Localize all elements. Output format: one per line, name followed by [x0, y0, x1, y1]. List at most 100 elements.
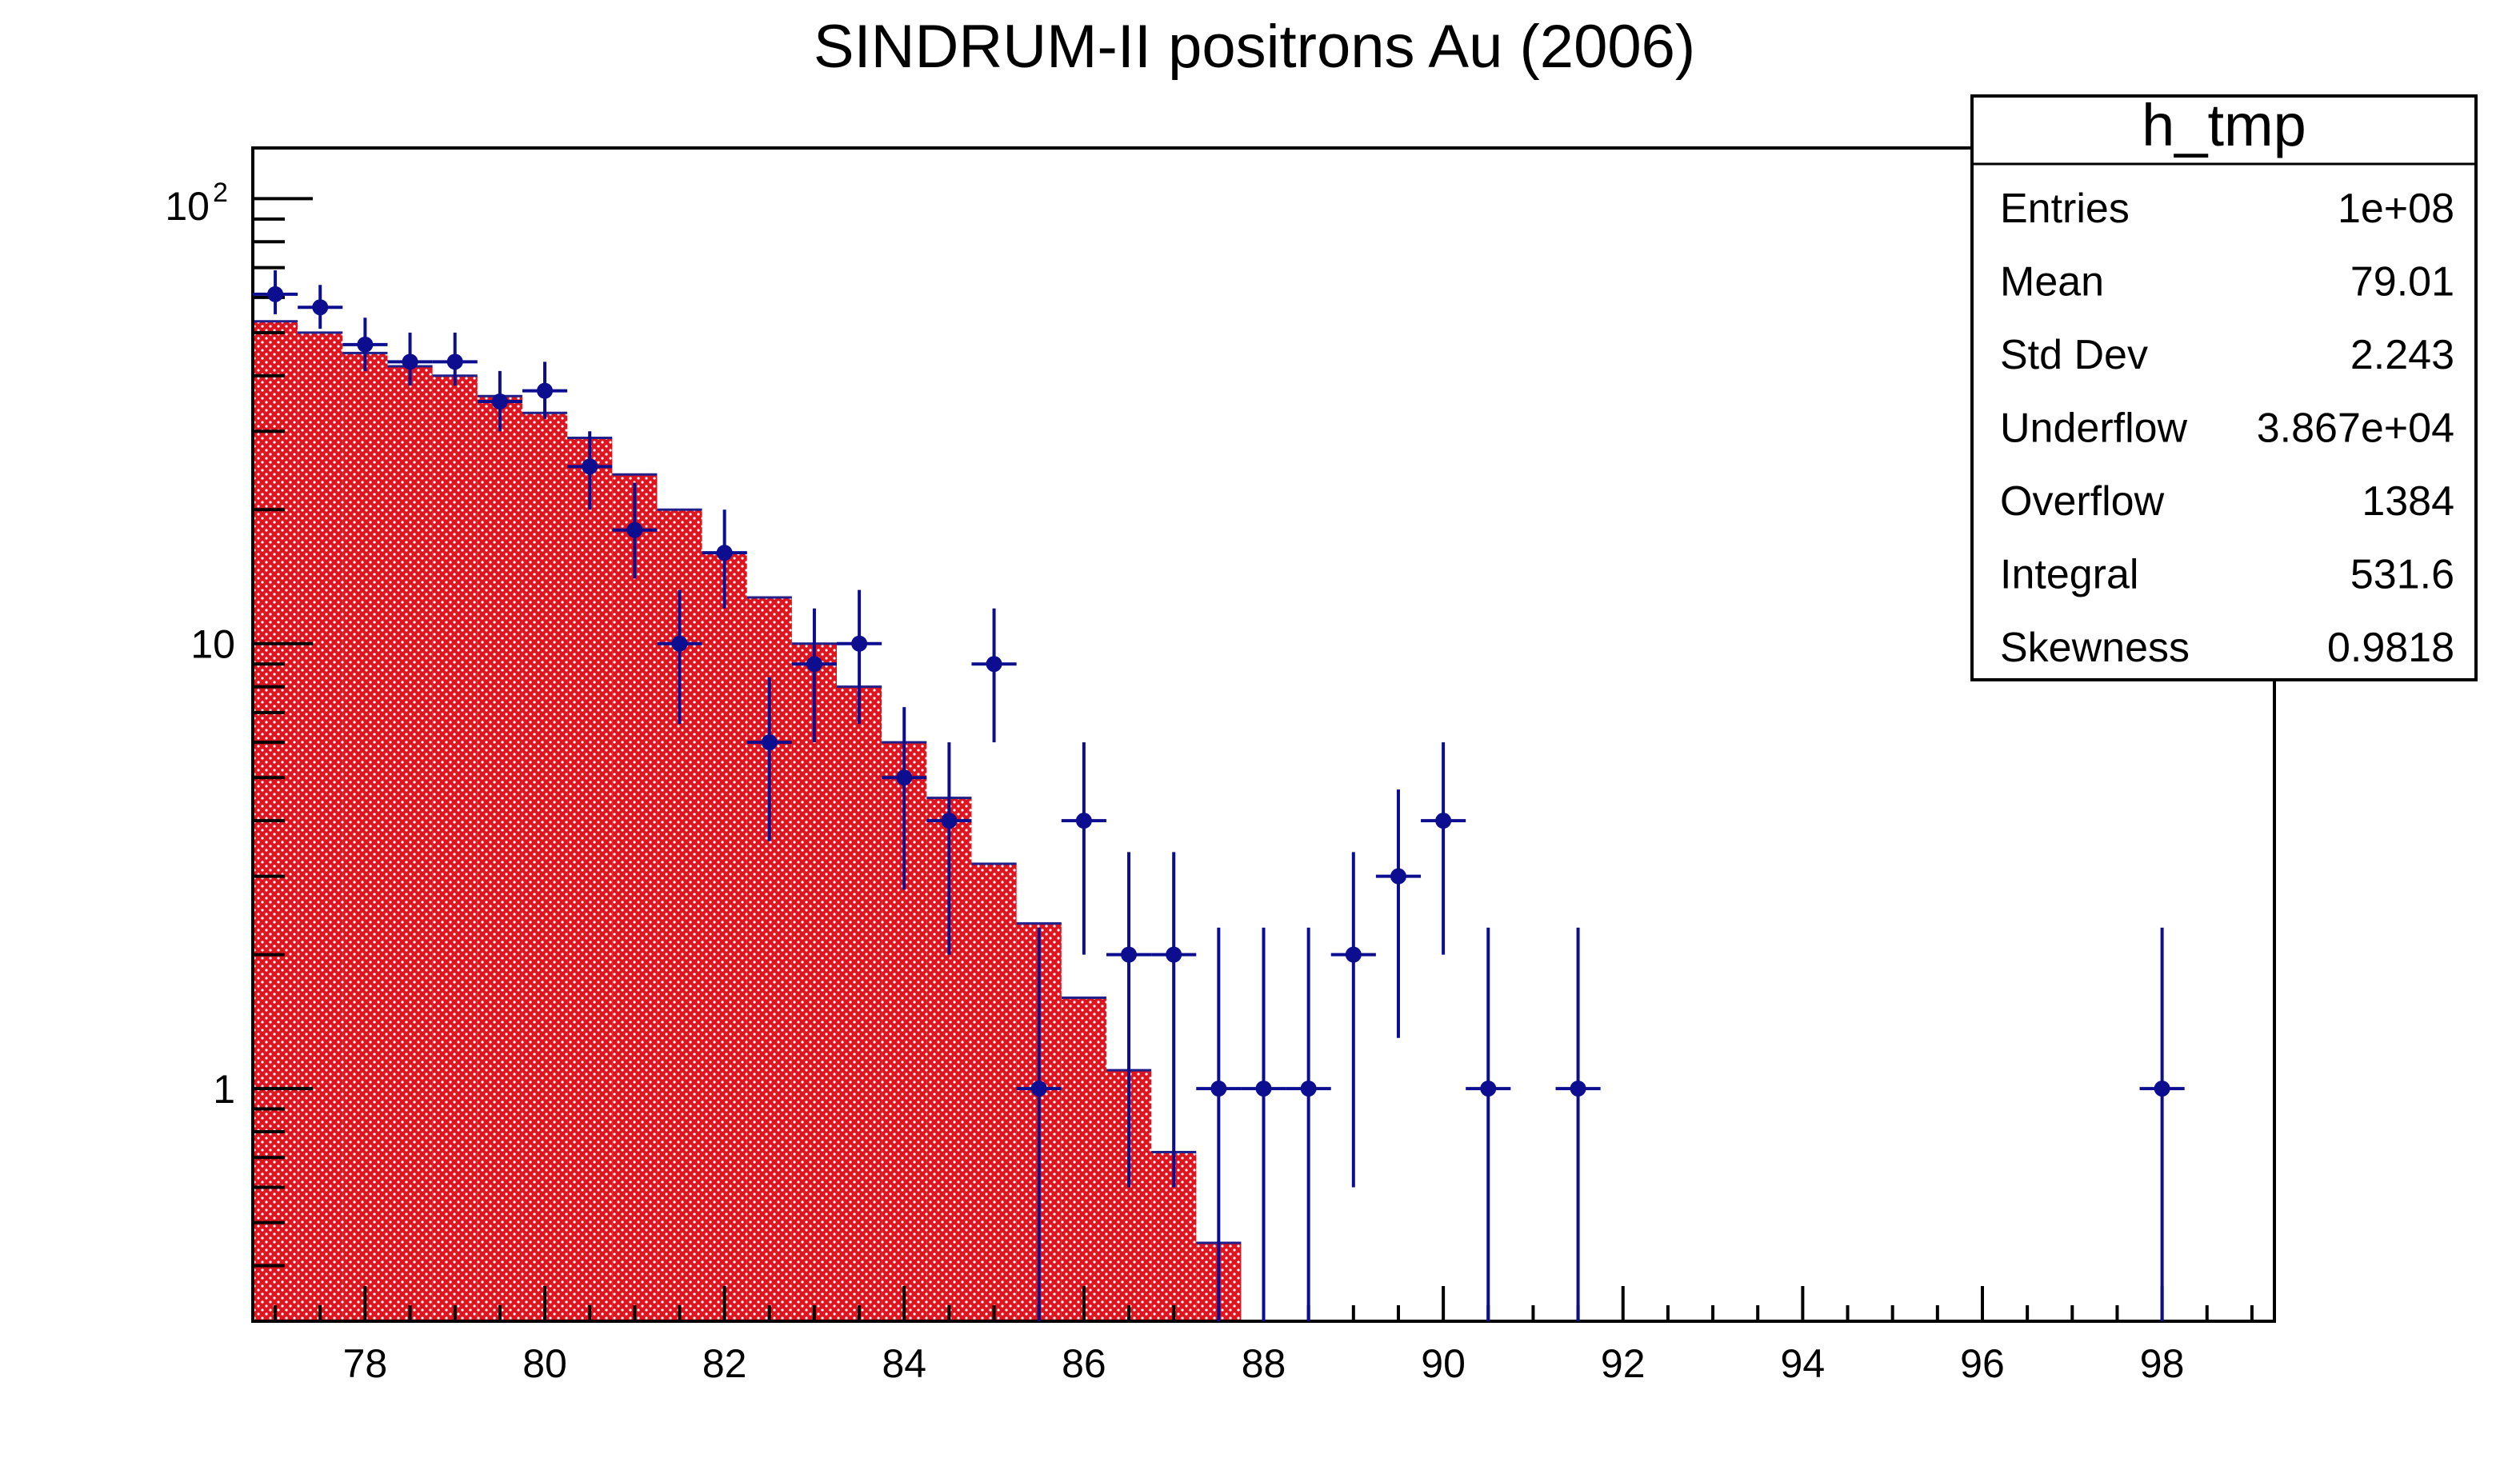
stats-row: Skewness 0.9818 [2000, 625, 2454, 671]
stats-row-label: Skewness [2000, 625, 2190, 671]
stats-row-label: Entries [2000, 186, 2130, 232]
histogram-bar [432, 375, 478, 1321]
point-marker [1166, 946, 1182, 963]
data-point [1421, 742, 1466, 955]
data-point [926, 742, 972, 955]
stats-row-value: 1e+08 [2338, 186, 2454, 232]
point-marker [446, 354, 463, 370]
point-marker [761, 734, 778, 751]
stats-box-frame [1970, 94, 2478, 681]
data-point [746, 677, 792, 841]
y-tick-exponent: 2 [213, 178, 228, 208]
data-point [612, 482, 658, 579]
histogram-bar [298, 332, 343, 1321]
point-marker [851, 635, 868, 652]
x-tick-label: 90 [1421, 1341, 1466, 1386]
point-marker [1480, 1081, 1497, 1097]
point-marker [491, 393, 508, 410]
point-marker [357, 336, 374, 353]
data-point [1016, 927, 1062, 1321]
stats-row-value: 0.9818 [2327, 625, 2454, 671]
stats-row-value: 79.01 [2350, 259, 2454, 306]
histogram-bar [1061, 997, 1106, 1321]
data-point [1196, 927, 1242, 1321]
data-point [882, 707, 927, 890]
axes: 78 80 82 84 86 88 90 92 94 96 98 1 10 [190, 146, 2276, 1386]
histogram-bar [837, 686, 882, 1321]
x-tick-label: 94 [1781, 1341, 1826, 1386]
data-point [477, 370, 522, 432]
point-marker [2154, 1081, 2170, 1097]
histogram-bar [522, 413, 568, 1321]
stats-row-value: 531.6 [2350, 552, 2454, 598]
data-point [1241, 927, 1286, 1321]
point-marker [582, 458, 598, 475]
stats-row: Mean 79.01 [2000, 259, 2454, 306]
data-point [522, 362, 568, 419]
data-point [1330, 852, 1376, 1188]
histogram-bars [253, 320, 1242, 1322]
point-marker [1030, 1081, 1047, 1097]
stats-row: Integral 531.6 [2000, 552, 2454, 598]
stats-row-value: 3.867e+04 [2257, 405, 2454, 452]
point-marker [986, 656, 1002, 673]
histogram-bar [387, 366, 433, 1321]
data-point [837, 589, 882, 725]
stats-row: Std Dev 2.243 [2000, 332, 2454, 378]
y-tick-label: 10 [190, 622, 235, 667]
stats-rows: Entries 1e+08 Mean 79.01 Std Dev 2.243 Underfl… [2000, 186, 2454, 671]
data-point [1286, 927, 1331, 1321]
histogram-bar [612, 474, 658, 1322]
data-point [298, 285, 343, 330]
point-marker [1075, 813, 1092, 829]
x-tick-label: 98 [2140, 1341, 2185, 1386]
chart-title: SINDRUM-II positrons Au (2006) [814, 13, 1695, 81]
y-tick-label: 1 [213, 1067, 235, 1112]
point-marker [402, 354, 418, 370]
data-point [253, 270, 298, 314]
point-marker [267, 286, 284, 302]
y-tick-label-100: 10 2 [165, 178, 228, 229]
stats-row-label: Mean [2000, 259, 2104, 306]
stats-box: h_tmp Entries 1e+08 Mean 79.01 Std Dev 2.243 U… [1970, 92, 2478, 681]
point-marker [312, 299, 329, 316]
x-tick-label: 88 [1242, 1341, 1286, 1386]
histogram-bar [342, 353, 388, 1321]
stats-box-title: h_tmp [2142, 92, 2306, 158]
data-point [2139, 927, 2185, 1321]
histogram-bar [477, 396, 522, 1321]
data-points [253, 270, 2185, 1321]
point-marker [671, 635, 688, 652]
data-point [1466, 927, 1511, 1321]
data-point [1375, 789, 1422, 1038]
data-point [342, 318, 388, 371]
stats-row-label: Integral [2000, 552, 2138, 598]
point-marker [1210, 1081, 1227, 1097]
data-point [702, 509, 747, 609]
y-tick-base: 10 [165, 184, 210, 229]
data-point [1151, 852, 1197, 1188]
point-marker [537, 382, 554, 399]
data-point [791, 608, 838, 743]
point-marker [941, 813, 958, 829]
histogram-bar [791, 643, 838, 1321]
stats-row-value: 2.243 [2350, 332, 2454, 378]
x-tick-label: 78 [343, 1341, 388, 1386]
point-marker [896, 769, 913, 786]
point-marker [1570, 1081, 1586, 1097]
stats-row-value: 1384 [2362, 478, 2454, 525]
x-tick-label: 96 [1960, 1341, 2005, 1386]
data-point [971, 608, 1017, 743]
stats-row: Entries 1e+08 [2000, 186, 2454, 232]
x-tick-label: 86 [1062, 1341, 1106, 1386]
point-marker [1390, 868, 1406, 885]
point-marker [1121, 946, 1138, 963]
x-tick-label: 92 [1601, 1341, 1646, 1386]
stats-row: Overflow 1384 [2000, 478, 2454, 525]
point-marker [1345, 946, 1362, 963]
point-marker [716, 545, 733, 561]
data-point [567, 431, 613, 510]
stats-row-label: Underflow [2000, 405, 2188, 452]
data-point [1555, 927, 1601, 1321]
